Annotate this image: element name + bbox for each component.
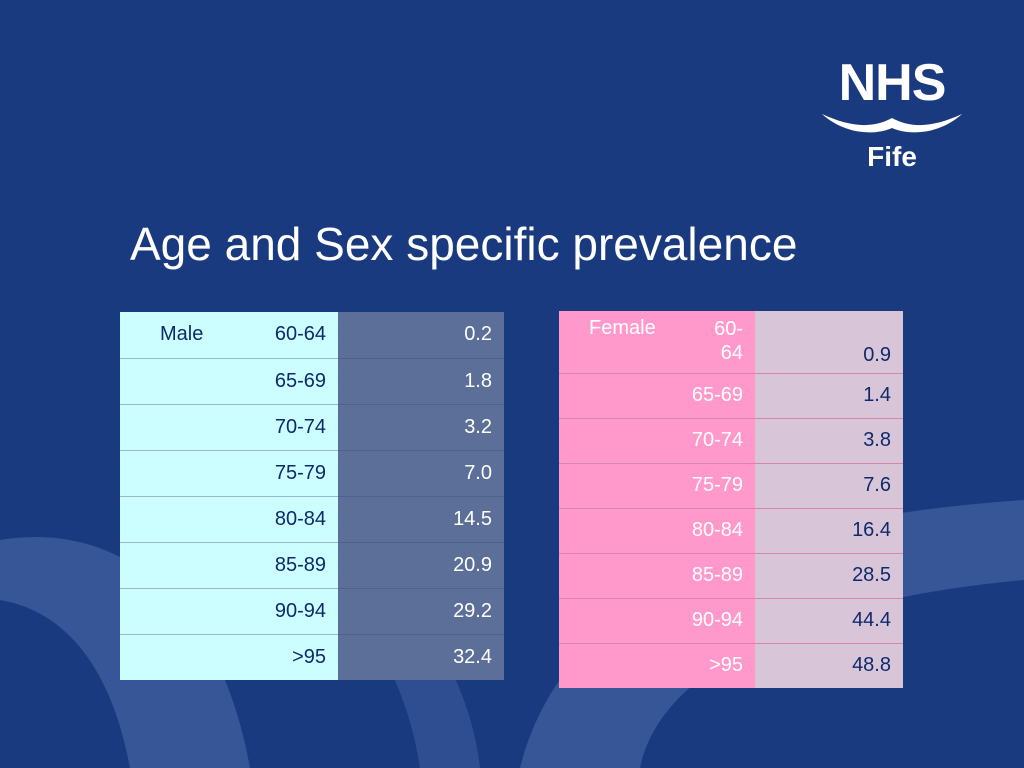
age-band: 75-79 bbox=[220, 450, 338, 497]
male-prevalence-table: Male 60-64 0.2 65-69 1.8 70-74 3.2 75-79… bbox=[120, 312, 504, 680]
age-band: 85-89 bbox=[220, 542, 338, 589]
table-row: 75-79 7.0 bbox=[120, 450, 504, 497]
slide-title: Age and Sex specific prevalence bbox=[130, 218, 798, 270]
empty-cell bbox=[559, 508, 669, 554]
prevalence-value: 48.8 bbox=[755, 643, 903, 688]
logo-nhs-text: NHS bbox=[838, 54, 947, 112]
table-row: 80-84 14.5 bbox=[120, 496, 504, 543]
table-row: 90-94 44.4 bbox=[559, 598, 903, 644]
empty-cell bbox=[120, 358, 220, 405]
prevalence-value: 0.9 bbox=[755, 311, 903, 374]
prevalence-value: 28.5 bbox=[755, 553, 903, 599]
table-row: 70-74 3.8 bbox=[559, 418, 903, 464]
prevalence-value: 1.8 bbox=[338, 358, 504, 405]
sex-label-female: Female bbox=[559, 311, 669, 374]
prevalence-value: 3.8 bbox=[755, 418, 903, 464]
empty-cell bbox=[120, 450, 220, 497]
age-band: 60-64 bbox=[669, 311, 755, 374]
prevalence-value: 32.4 bbox=[338, 634, 504, 680]
age-band-line1: 60- bbox=[714, 318, 743, 340]
table-row: 65-69 1.4 bbox=[559, 373, 903, 419]
prevalence-value: 20.9 bbox=[338, 542, 504, 589]
female-prevalence-table: Female 60- 64 0.9 65-69 1.4 70-74 3.8 75-… bbox=[559, 311, 903, 688]
empty-cell bbox=[559, 643, 669, 688]
empty-cell bbox=[120, 404, 220, 451]
age-band: 85-89 bbox=[669, 553, 755, 599]
logo-wave-icon bbox=[822, 114, 962, 133]
prevalence-value: 7.0 bbox=[338, 450, 504, 497]
age-band: 80-84 bbox=[669, 508, 755, 554]
prevalence-value: 29.2 bbox=[338, 588, 504, 635]
nhs-fife-logo: NHS Fife bbox=[812, 52, 972, 172]
age-band: 65-69 bbox=[220, 358, 338, 405]
age-band-line2: 64 bbox=[720, 342, 743, 364]
logo-region-text: Fife bbox=[867, 141, 917, 172]
age-band: 90-94 bbox=[669, 598, 755, 644]
age-band: 65-69 bbox=[669, 373, 755, 419]
prevalence-value: 0.2 bbox=[338, 312, 504, 359]
age-band: 80-84 bbox=[220, 496, 338, 543]
table-row: 80-84 16.4 bbox=[559, 508, 903, 554]
prevalence-value: 1.4 bbox=[755, 373, 903, 419]
prevalence-value: 7.6 bbox=[755, 463, 903, 509]
empty-cell bbox=[559, 373, 669, 419]
age-band: 70-74 bbox=[669, 418, 755, 464]
empty-cell bbox=[559, 463, 669, 509]
empty-cell bbox=[120, 588, 220, 635]
table-row: Male 60-64 0.2 bbox=[120, 312, 504, 359]
age-band: 90-94 bbox=[220, 588, 338, 635]
age-band: >95 bbox=[220, 634, 338, 680]
empty-cell bbox=[559, 598, 669, 644]
age-band: 75-79 bbox=[669, 463, 755, 509]
empty-cell bbox=[120, 542, 220, 589]
table-row: 90-94 29.2 bbox=[120, 588, 504, 635]
table-row: 75-79 7.6 bbox=[559, 463, 903, 509]
age-band: >95 bbox=[669, 643, 755, 688]
sex-label-male: Male bbox=[120, 312, 220, 359]
empty-cell bbox=[559, 418, 669, 464]
prevalence-value: 3.2 bbox=[338, 404, 504, 451]
prevalence-value: 44.4 bbox=[755, 598, 903, 644]
table-row: 85-89 28.5 bbox=[559, 553, 903, 599]
empty-cell bbox=[120, 496, 220, 543]
table-row: 70-74 3.2 bbox=[120, 404, 504, 451]
age-band: 60-64 bbox=[220, 312, 338, 359]
prevalence-value: 16.4 bbox=[755, 508, 903, 554]
table-row: Female 60- 64 0.9 bbox=[559, 311, 903, 374]
age-band: 70-74 bbox=[220, 404, 338, 451]
table-row: >95 32.4 bbox=[120, 634, 504, 680]
table-row: 65-69 1.8 bbox=[120, 358, 504, 405]
table-row: 85-89 20.9 bbox=[120, 542, 504, 589]
empty-cell bbox=[559, 553, 669, 599]
prevalence-value: 14.5 bbox=[338, 496, 504, 543]
empty-cell bbox=[120, 634, 220, 680]
table-row: >95 48.8 bbox=[559, 643, 903, 688]
